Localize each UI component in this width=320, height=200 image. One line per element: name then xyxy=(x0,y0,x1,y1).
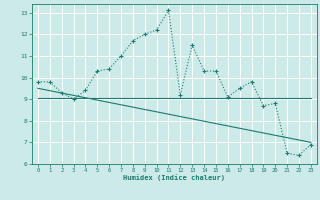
X-axis label: Humidex (Indice chaleur): Humidex (Indice chaleur) xyxy=(124,175,225,181)
